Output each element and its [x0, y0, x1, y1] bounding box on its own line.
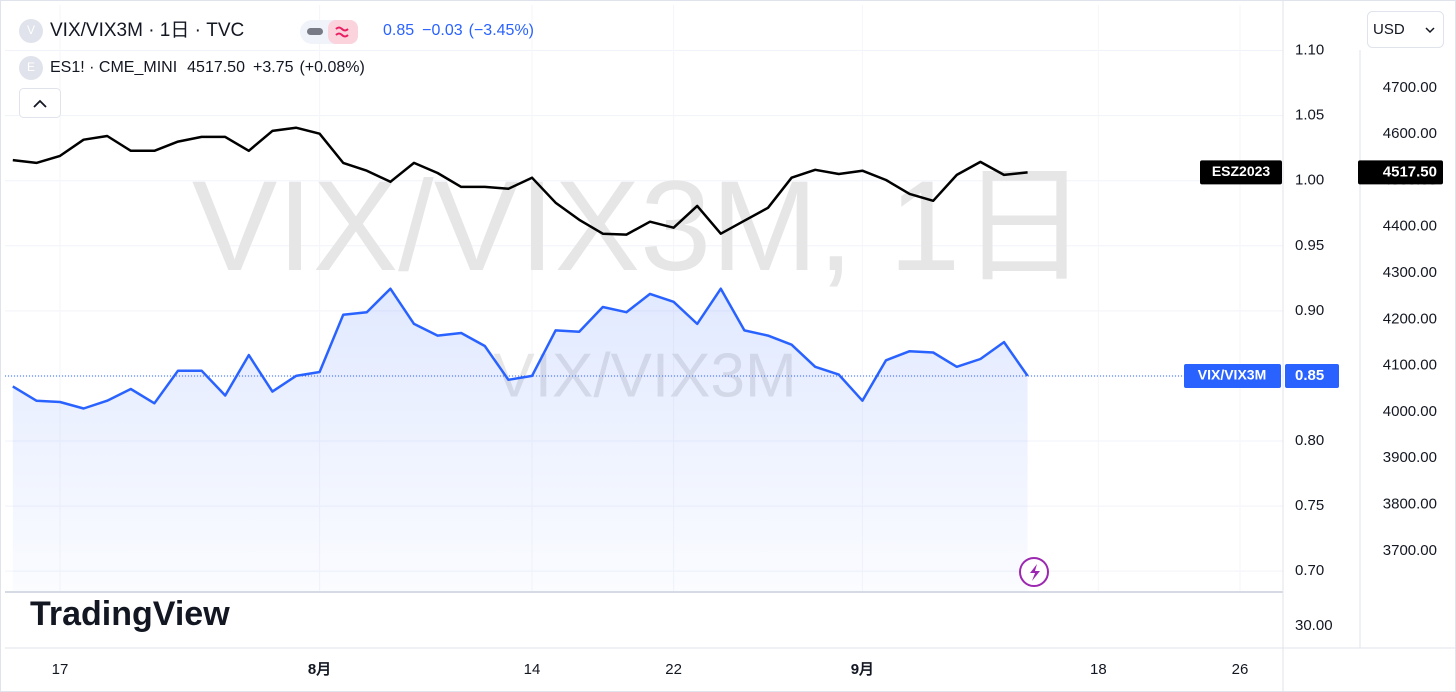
y-tick-label: 0.70 [1295, 562, 1324, 579]
y2-tick-label: 3700.00 [1383, 542, 1437, 559]
symbol-icon [19, 56, 43, 80]
x-tick-label: 14 [524, 661, 541, 678]
y2-tick-label: 4600.00 [1383, 125, 1437, 142]
symbol-icon-letter: V [27, 23, 35, 37]
symbol-icon-letter: E [27, 60, 35, 74]
y-tick-label: 1.00 [1295, 172, 1324, 189]
price-tag [1285, 363, 1339, 388]
logo: TradingView [30, 595, 230, 633]
symbol-icon [19, 19, 43, 43]
legend-values: 0.85 −0.03 (−3.45%) [383, 22, 534, 39]
y2-tick-label: 4200.00 [1383, 310, 1437, 327]
y2-tick-label: 4000.00 [1383, 403, 1437, 420]
y-tick-label: 0.75 [1295, 497, 1324, 514]
legend-compare: ES1! · CME_MINI 4517.50 +3.75 (+0.08%) [50, 59, 365, 76]
legend-change: −0.03 [422, 22, 463, 39]
name-tag-label: VIX/VIX3M [1198, 367, 1266, 383]
legend-change-pct: (+0.08%) [299, 59, 364, 76]
name-tag [1184, 363, 1281, 388]
price-tag [1358, 160, 1443, 185]
legend-name: ES1! · CME_MINI [50, 59, 177, 76]
x-tick-label: 26 [1232, 661, 1249, 678]
lower-tick-label: 30.00 [1295, 617, 1333, 634]
y-tick-label: 0.95 [1295, 237, 1324, 254]
currency-chevron [1425, 27, 1435, 34]
legend-title: VIX/VIX3M · 1日 · TVC [50, 20, 244, 41]
y2-tick-label: 4400.00 [1383, 218, 1437, 235]
legend-change: +3.75 [253, 59, 294, 76]
legend-last: 0.85 [383, 22, 414, 39]
x-tick-label: 22 [665, 661, 682, 678]
collapse-icon [33, 99, 47, 108]
y2-tick-label: 4700.00 [1383, 79, 1437, 96]
price-tag-label: 4517.50 [1383, 163, 1437, 180]
legend-last: 4517.50 [187, 59, 245, 76]
series-area [12, 288, 1028, 592]
y-tick-label: 0.90 [1295, 302, 1324, 319]
x-tick-label: 17 [52, 661, 69, 678]
currency-label: USD [1373, 21, 1405, 38]
series-line [12, 287, 1029, 410]
y-tick-label: 0.80 [1295, 432, 1324, 449]
collapse-button[interactable] [19, 88, 61, 118]
hide-toggle[interactable] [307, 28, 323, 35]
x-tick-label: 18 [1090, 661, 1107, 678]
x-tick-label: 9月 [851, 661, 874, 678]
y2-tick-label: 3800.00 [1383, 495, 1437, 512]
events-icon [1030, 564, 1040, 581]
series-line [12, 126, 1028, 236]
y-tick-label: 1.05 [1295, 107, 1324, 124]
compare-toggle[interactable] [328, 20, 358, 44]
x-tick-label: 8月 [308, 661, 331, 678]
y2-tick-label: 4100.00 [1383, 357, 1437, 374]
price-tag-label: 0.85 [1295, 367, 1324, 384]
name-tag-label: ESZ2023 [1212, 163, 1271, 179]
legend-change-pct: (−3.45%) [469, 22, 534, 39]
name-tag [1200, 160, 1282, 185]
y2-tick-label: 4300.00 [1383, 264, 1437, 281]
y-tick-label: 1.10 [1295, 42, 1324, 59]
compare-icon [335, 26, 349, 38]
y2-tick-label: 3900.00 [1383, 449, 1437, 466]
currency-button[interactable] [1367, 11, 1444, 48]
